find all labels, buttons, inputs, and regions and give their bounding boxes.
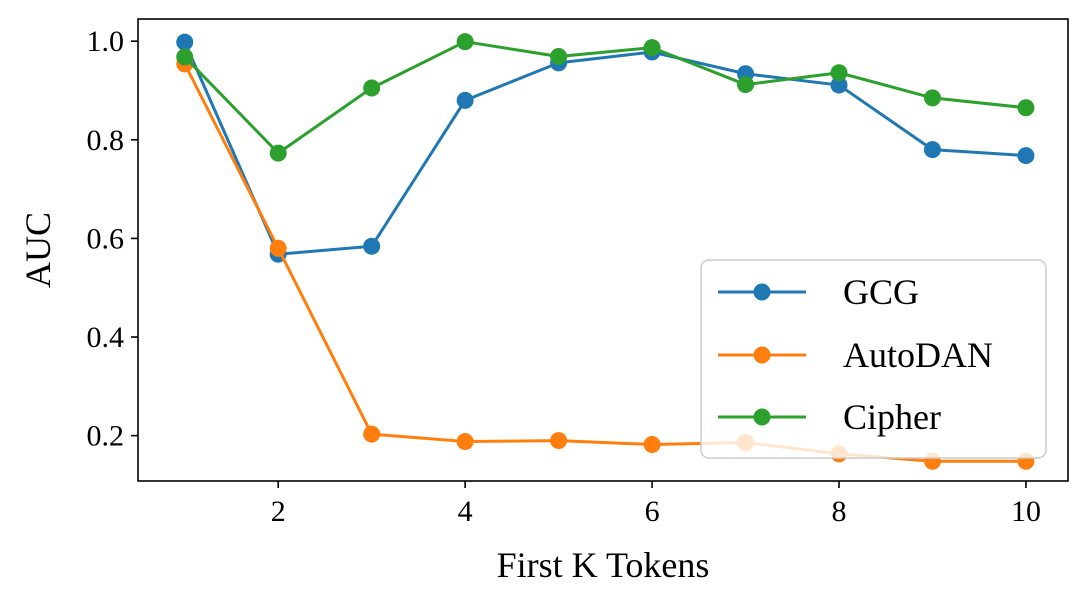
data-point-gcg xyxy=(1017,147,1035,165)
data-point-cipher xyxy=(643,39,661,57)
legend-marker-gcg xyxy=(753,283,771,301)
legend-item-gcg: GCG xyxy=(718,272,919,312)
data-point-gcg xyxy=(456,91,474,109)
data-point-autodan xyxy=(643,436,661,454)
plot-area-frame xyxy=(137,18,1069,482)
data-point-cipher xyxy=(363,79,381,97)
legend-item-cipher: Cipher xyxy=(718,397,941,437)
series-cipher xyxy=(176,33,1035,162)
data-point-gcg xyxy=(363,237,381,255)
x-tick-label: 10 xyxy=(1011,495,1041,528)
legend-box xyxy=(700,259,1047,459)
data-point-autodan xyxy=(456,433,474,451)
data-point-autodan xyxy=(550,432,568,450)
data-point-autodan xyxy=(269,239,287,257)
data-point-cipher xyxy=(550,47,568,65)
data-point-cipher xyxy=(737,76,755,94)
x-axis-label: First K Tokens xyxy=(497,545,710,585)
data-point-cipher xyxy=(923,89,941,107)
x-tick-label: 6 xyxy=(645,495,660,528)
y-tick-label: 0.6 xyxy=(87,222,125,255)
data-point-cipher xyxy=(1017,99,1035,117)
data-point-cipher xyxy=(830,64,848,82)
y-tick-label: 0.2 xyxy=(87,420,125,453)
y-tick-label: 0.4 xyxy=(87,321,125,354)
data-point-cipher xyxy=(269,144,287,162)
data-point-gcg xyxy=(830,76,848,94)
data-point-gcg xyxy=(176,33,194,51)
data-point-autodan xyxy=(363,425,381,443)
data-point-cipher xyxy=(176,48,194,66)
data-point-gcg xyxy=(923,141,941,159)
y-tick-label: 1.0 xyxy=(87,25,125,58)
ticks-layer: 2 4 6 8 10 0.2 0.4 0.6 0.8 1.0 xyxy=(87,25,1041,528)
legend-marker-autodan xyxy=(753,346,771,364)
series-line-gcg xyxy=(183,41,1027,256)
series-line-cipher xyxy=(183,40,1027,155)
y-tick-label: 0.8 xyxy=(87,124,125,157)
x-tick-label: 8 xyxy=(832,495,847,528)
x-tick-label: 4 xyxy=(458,495,473,528)
legend-item-autodan: AutoDAN xyxy=(718,335,993,375)
legend-marker-cipher xyxy=(753,408,771,426)
legend: GCG AutoDAN Cipher xyxy=(700,259,1047,459)
legend-label-autodan: AutoDAN xyxy=(843,335,993,375)
legend-label-gcg: GCG xyxy=(843,272,919,312)
data-point-cipher xyxy=(456,33,474,51)
y-axis-label: AUC xyxy=(18,212,58,288)
legend-label-cipher: Cipher xyxy=(843,397,941,437)
x-tick-label: 2 xyxy=(271,495,286,528)
